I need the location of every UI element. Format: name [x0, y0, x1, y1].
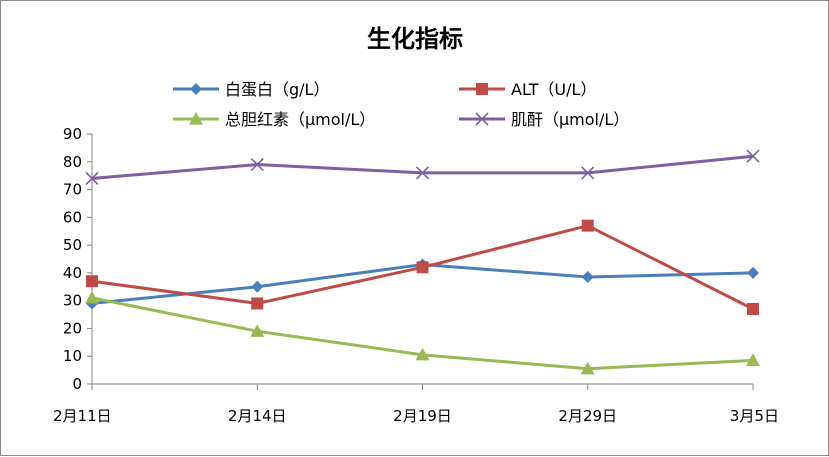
legend-item: 肌酐（μmol/L） [459, 110, 629, 129]
data-point [581, 166, 595, 180]
data-point [415, 347, 430, 361]
data-point [581, 271, 594, 284]
y-tick-label: 50 [63, 236, 82, 254]
data-point [416, 261, 429, 274]
y-tick-label: 30 [63, 292, 82, 310]
x-tick-label: 3月5日 [730, 407, 779, 425]
series-4 [85, 149, 760, 186]
data-point [746, 353, 760, 366]
legend-swatch-marker [189, 112, 203, 125]
data-point [581, 219, 594, 232]
y-tick-label: 80 [63, 153, 82, 171]
y-tick-label: 60 [63, 208, 82, 226]
axes: 0 10 20 30 40 50 60 70 80 90 2月11日 2月14日 2月19日 2月29日 3… [53, 125, 779, 425]
legend-item: ALT（U/L） [459, 80, 596, 99]
legend-item: 白蛋白（g/L） [173, 80, 329, 99]
data-point [250, 157, 264, 172]
y-tick-label: 10 [63, 347, 82, 365]
data-point [415, 166, 430, 180]
legend-swatch-marker [476, 83, 488, 95]
series-3 [85, 290, 760, 375]
data-point [580, 361, 595, 375]
y-tick-label: 70 [63, 181, 82, 199]
series-2 [86, 219, 759, 315]
data-point [747, 266, 759, 279]
legend: 白蛋白（g/L） ALT（U/L） 总胆红素（μmol/L） 肌酐（μmol/L） [173, 80, 629, 129]
x-tick-label: 2月11日 [53, 407, 112, 425]
y-tick-label: 0 [72, 375, 82, 393]
legend-item: 总胆红素（μmol/L） [173, 110, 375, 129]
x-tick-label: 2月14日 [228, 407, 287, 425]
legend-label: 总胆红素（μmol/L） [225, 110, 375, 129]
data-point [250, 324, 265, 337]
x-tick-label: 2月29日 [558, 407, 617, 425]
y-tick-label: 20 [63, 319, 82, 337]
data-point [85, 290, 99, 304]
series-layer [85, 149, 760, 375]
data-point [747, 303, 759, 315]
legend-label: 白蛋白（g/L） [225, 80, 329, 99]
data-point [86, 275, 98, 288]
legend-swatch-marker [475, 112, 489, 126]
data-point [85, 171, 99, 186]
legend-swatch-marker [190, 83, 202, 95]
series-line [91, 154, 754, 180]
y-tick-label: 40 [63, 264, 82, 282]
y-tick-label: 90 [63, 125, 82, 143]
chart-title: 生化指标 [367, 25, 463, 53]
data-point [251, 280, 264, 293]
legend-label: 肌酐（μmol/L） [511, 110, 629, 129]
data-point [251, 297, 264, 310]
x-tick-label: 2月19日 [393, 407, 452, 425]
data-point [746, 149, 760, 163]
legend-label: ALT（U/L） [511, 80, 596, 99]
